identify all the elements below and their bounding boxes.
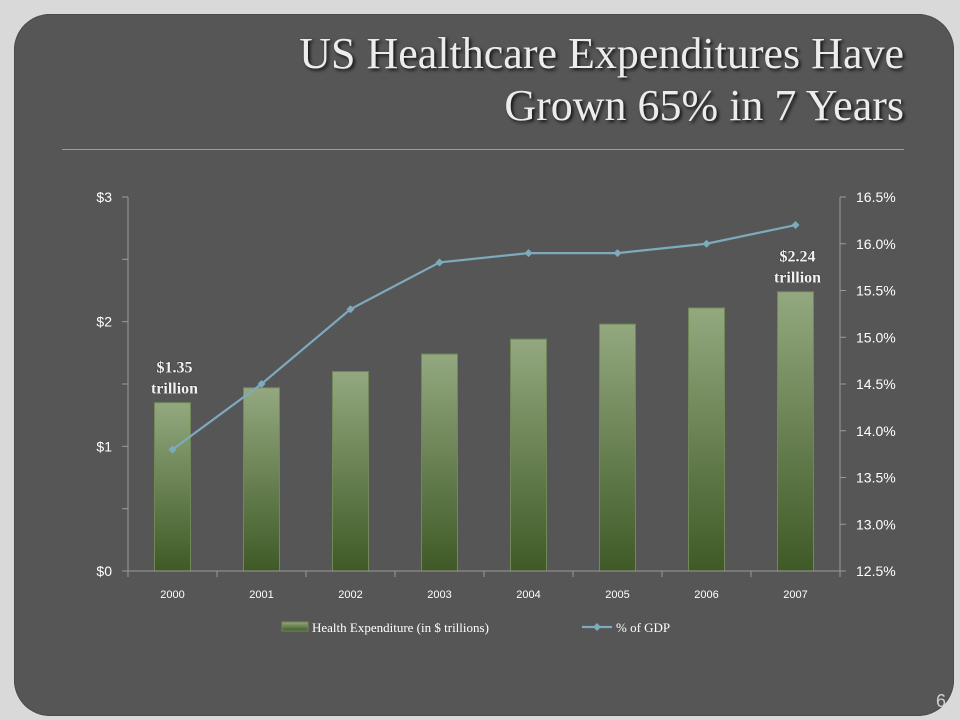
gdp-point-2004 [524, 249, 533, 258]
gdp-point-2006 [702, 239, 711, 248]
x-tick-label-2003: 2003 [427, 589, 451, 601]
right-tick-label: 16.5% [856, 189, 896, 205]
bar-2004 [510, 338, 547, 572]
gdp-point-2003 [435, 258, 444, 267]
legend-line-label: % of GDP [616, 620, 670, 635]
bar-2005 [599, 323, 636, 572]
left-tick-label: $2 [96, 314, 112, 330]
page-number: 6 [935, 691, 946, 711]
bar-2000 [154, 402, 191, 572]
slide-title: US Healthcare Expenditures Have Grown 65… [84, 28, 904, 132]
gdp-point-2005 [613, 249, 622, 258]
gdp-point-2002 [346, 305, 355, 314]
annotation-2000-line2: trillion [151, 381, 198, 398]
x-tick-label-2001: 2001 [249, 589, 273, 601]
gdp-point-2000 [168, 445, 177, 454]
title-line-1: US Healthcare Expenditures Have [299, 29, 904, 78]
right-tick-label: 15.0% [856, 329, 896, 345]
x-tick-label-2005: 2005 [605, 589, 629, 601]
right-tick-label: 12.5% [856, 563, 896, 579]
right-tick-label: 16.0% [856, 236, 896, 252]
gdp-point-2007 [791, 221, 800, 230]
legend-bar-swatch [281, 621, 309, 632]
title-line-2: Grown 65% in 7 Years [504, 81, 904, 130]
legend-line-marker [593, 623, 601, 631]
left-tick-label: $0 [96, 563, 112, 579]
legend-bar-label: Health Expenditure (in $ trillions) [312, 620, 489, 635]
x-tick-label-2007: 2007 [783, 589, 807, 601]
bar-2002 [332, 371, 369, 572]
x-tick-label-2000: 2000 [160, 589, 184, 601]
right-tick-label: 14.5% [856, 376, 896, 392]
bar-2007 [777, 291, 814, 572]
x-tick-label-2004: 2004 [516, 589, 540, 601]
annotation-2000-line1: $1.35 [157, 360, 193, 377]
right-tick-label: 14.0% [856, 423, 896, 439]
right-tick-label: 13.0% [856, 516, 896, 532]
bar-2006 [688, 307, 725, 572]
title-divider [62, 149, 904, 150]
bar-2001 [243, 387, 280, 572]
gdp-line [171, 223, 796, 451]
x-tick-label-2006: 2006 [694, 589, 718, 601]
gdp-point-2001 [257, 380, 266, 388]
right-tick-label: 13.5% [856, 470, 896, 486]
left-tick-label: $3 [96, 189, 112, 205]
annotation-2007-line1: $2.24 [780, 249, 816, 266]
annotation-2007-line2: trillion [774, 270, 821, 287]
left-tick-label: $1 [96, 438, 112, 454]
right-tick-label: 15.5% [856, 283, 896, 299]
x-tick-label-2002: 2002 [338, 589, 362, 601]
bar-2003 [421, 353, 458, 572]
